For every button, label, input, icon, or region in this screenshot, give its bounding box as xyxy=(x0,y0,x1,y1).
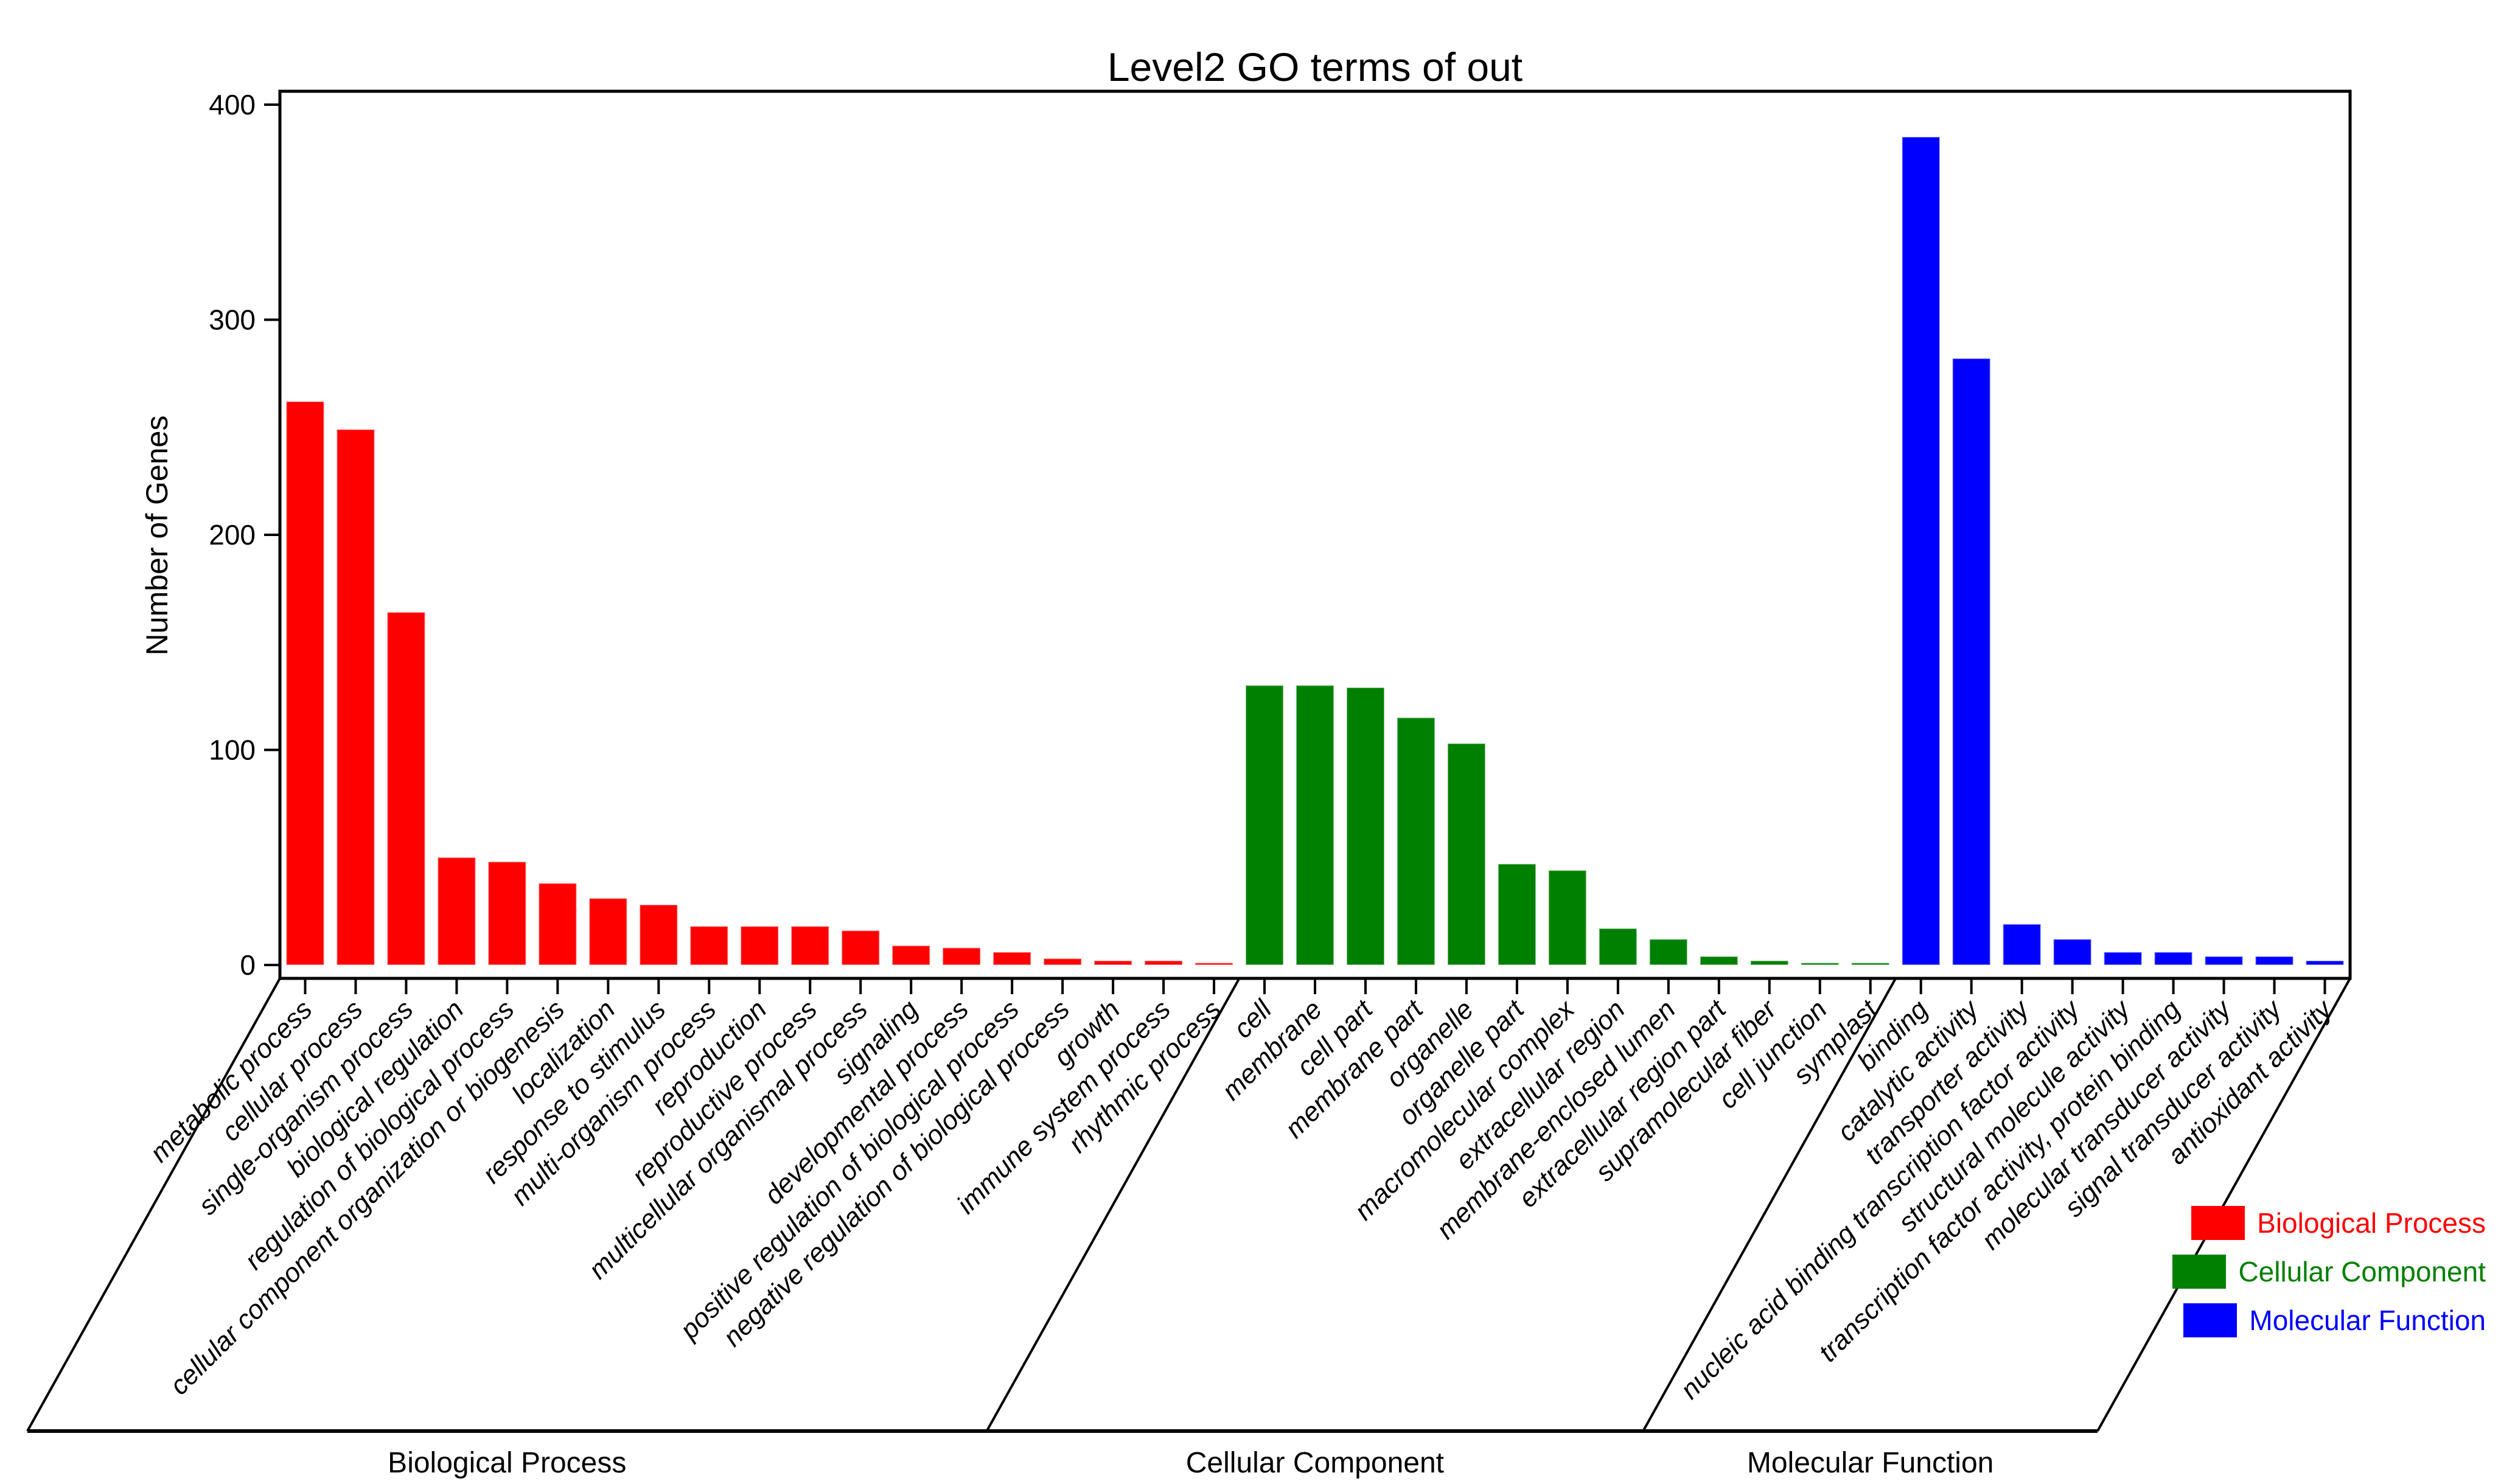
group-separator xyxy=(2096,978,2351,1432)
legend-item: Cellular Component xyxy=(2172,1255,2486,1289)
legend-label: Biological Process xyxy=(2257,1207,2486,1239)
bar xyxy=(437,857,476,966)
bar xyxy=(841,930,881,966)
group-separator xyxy=(26,978,281,1432)
y-tick-label: 100 xyxy=(209,734,256,766)
bar xyxy=(1245,685,1285,966)
legend-label: Molecular Function xyxy=(2249,1305,2486,1336)
bar xyxy=(1296,685,1334,966)
bar xyxy=(1699,955,1739,966)
legend-item: Biological Process xyxy=(2191,1206,2486,1240)
bar xyxy=(1144,960,1184,966)
bar xyxy=(992,951,1032,966)
bar xyxy=(1547,869,1587,966)
group-label: Molecular Function xyxy=(1747,1447,1994,1479)
legend-swatch xyxy=(2191,1206,2245,1240)
group-separator xyxy=(1642,978,1897,1432)
bar xyxy=(2002,923,2042,966)
bar xyxy=(1396,717,1435,966)
bar xyxy=(538,882,577,966)
bar xyxy=(2204,955,2244,966)
bar xyxy=(336,428,375,966)
legend-swatch xyxy=(2183,1303,2238,1337)
bar xyxy=(1094,960,1133,966)
group-separator xyxy=(985,978,1241,1432)
bar xyxy=(1345,686,1385,966)
bar xyxy=(1800,962,1840,966)
bar xyxy=(2154,951,2193,966)
y-tick-label: 200 xyxy=(209,519,256,551)
legend-swatch xyxy=(2172,1255,2227,1289)
group-label: Cellular Component xyxy=(1186,1447,1444,1479)
chart-title: Level2 GO terms of out xyxy=(1107,44,1523,89)
bar xyxy=(639,904,678,966)
bar xyxy=(2305,960,2345,966)
bar xyxy=(1952,358,1991,966)
bar xyxy=(588,897,628,966)
bar xyxy=(487,861,527,966)
bar xyxy=(891,945,931,966)
bar xyxy=(2255,955,2294,966)
bar xyxy=(1446,742,1486,966)
bar xyxy=(1648,938,1688,966)
group-label: Biological Process xyxy=(388,1447,626,1479)
bar xyxy=(942,947,982,966)
bar xyxy=(689,925,729,966)
bar xyxy=(2103,951,2143,966)
bar xyxy=(1598,927,1638,966)
legend-label: Cellular Component xyxy=(2238,1256,2486,1287)
bar xyxy=(740,925,780,966)
bar xyxy=(1901,136,1941,966)
bar xyxy=(285,400,325,966)
bar xyxy=(1043,958,1083,966)
bar xyxy=(386,611,426,966)
bar xyxy=(790,925,830,966)
bar xyxy=(1497,863,1537,966)
legend-item: Molecular Function xyxy=(2183,1303,2486,1337)
bar xyxy=(1749,960,1789,966)
y-tick-label: 300 xyxy=(209,304,256,336)
legend: Biological Process Cellular Component Mole… xyxy=(2172,1206,2486,1337)
y-axis-label: Number of Genes xyxy=(140,415,174,656)
bar xyxy=(1195,962,1234,966)
bar xyxy=(2053,938,2092,966)
y-tick-label: 400 xyxy=(209,89,256,120)
y-tick-label: 0 xyxy=(240,949,256,981)
bar xyxy=(1850,962,1890,966)
